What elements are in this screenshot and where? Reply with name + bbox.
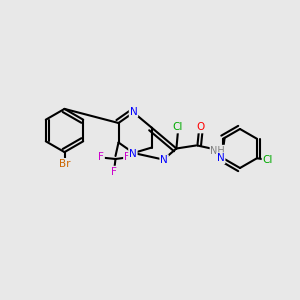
Text: N: N bbox=[217, 153, 225, 163]
Text: N: N bbox=[129, 148, 137, 159]
Text: O: O bbox=[196, 122, 205, 133]
Text: Br: Br bbox=[59, 159, 70, 169]
Text: NH: NH bbox=[210, 146, 225, 156]
Text: Cl: Cl bbox=[262, 155, 273, 165]
Text: N: N bbox=[160, 155, 168, 165]
Text: F: F bbox=[124, 152, 130, 163]
Text: N: N bbox=[130, 106, 137, 117]
Text: F: F bbox=[111, 167, 117, 177]
Text: F: F bbox=[98, 152, 104, 163]
Text: Cl: Cl bbox=[173, 122, 183, 133]
